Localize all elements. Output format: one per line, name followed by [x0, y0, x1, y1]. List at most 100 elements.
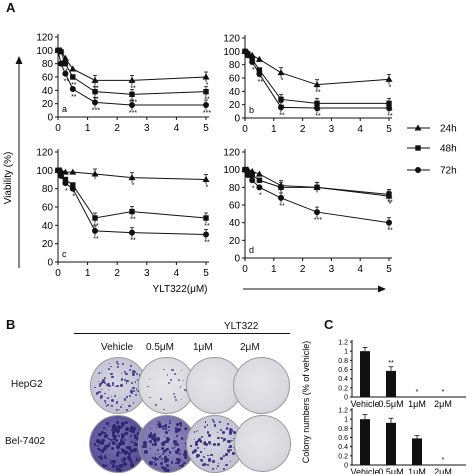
colony	[162, 450, 166, 454]
y-tick-label: 100	[223, 165, 240, 176]
colony	[100, 449, 104, 453]
colony	[174, 426, 177, 429]
colony	[164, 459, 168, 463]
colony	[161, 425, 163, 427]
data-point-72h	[278, 194, 284, 201]
data-point-72h	[129, 102, 135, 108]
x-tick-label: 3	[144, 123, 150, 134]
colony	[132, 390, 135, 393]
colony	[218, 462, 220, 464]
colony	[164, 431, 168, 435]
colony	[216, 442, 220, 446]
colony	[175, 450, 179, 454]
colony	[98, 432, 102, 437]
colony	[133, 443, 137, 446]
colony	[155, 437, 160, 441]
colony	[96, 438, 100, 443]
colony	[158, 456, 161, 459]
colony	[131, 426, 133, 429]
colony	[162, 440, 167, 445]
colony	[131, 429, 135, 434]
colony	[113, 394, 117, 398]
panel-c-letter: C	[324, 317, 334, 332]
colony	[198, 437, 202, 441]
legend-label-48h: 48h	[440, 144, 457, 155]
category-label: 1μM	[408, 399, 426, 409]
colony	[171, 447, 174, 450]
colony	[148, 439, 153, 443]
colony	[170, 467, 172, 470]
colony	[226, 448, 230, 452]
x-tick-label: 1	[271, 264, 277, 275]
colony	[135, 444, 138, 447]
colony	[177, 427, 181, 432]
colony	[104, 455, 107, 458]
colony	[100, 381, 104, 384]
data-point-48h	[70, 182, 76, 188]
y-tick-label: 120	[36, 33, 53, 44]
colony	[159, 455, 162, 457]
colony	[116, 444, 121, 449]
data-point-24h	[128, 174, 136, 181]
colony	[160, 398, 162, 400]
y-tick-label: 40	[42, 86, 54, 97]
colony	[163, 435, 166, 437]
colony	[125, 372, 129, 376]
data-point-24h	[385, 75, 393, 82]
colony	[180, 424, 182, 426]
y-tick-label: 100	[36, 46, 53, 57]
col-label-0-5um: 0.5μM	[146, 342, 174, 353]
x-tick-label: 4	[174, 268, 180, 279]
data-point-72h	[386, 219, 392, 226]
data-point-48h	[256, 177, 263, 183]
colony	[125, 420, 129, 424]
colony	[163, 429, 165, 431]
colony	[132, 402, 135, 404]
x-tick-label: 0	[242, 124, 248, 135]
colony	[144, 444, 147, 446]
x-tick-label: 4	[357, 124, 363, 135]
colony	[115, 442, 118, 445]
colony	[111, 460, 115, 464]
significance-mark: *	[206, 82, 209, 89]
data-point-48h	[314, 184, 320, 191]
significance-mark: *	[442, 389, 445, 396]
colony	[217, 431, 219, 433]
data-point-24h	[91, 170, 99, 177]
x-tick-label: 4	[357, 264, 363, 275]
colony	[116, 421, 120, 425]
colony	[195, 430, 197, 432]
colony	[172, 392, 175, 395]
x-tick-label: 1	[85, 123, 91, 134]
colony	[112, 382, 115, 385]
colony	[136, 379, 138, 381]
colony	[146, 437, 149, 439]
colony	[126, 408, 129, 411]
bar-chart-hepg2: 0 0.2 0.4 0.6 0.8 1 1.2 Vehicle ** 0.5μM * 1μM * 2μM	[338, 340, 466, 409]
significance-mark: **	[315, 113, 321, 120]
legend-marker-24h	[414, 124, 422, 131]
significance-mark: ***	[129, 110, 137, 117]
colony	[195, 440, 198, 444]
colony	[123, 438, 126, 441]
bar-0.5μM	[386, 370, 396, 397]
colony	[125, 450, 129, 455]
colony	[222, 439, 225, 442]
colony-dish-bel7402-vehicle	[89, 415, 147, 473]
colony	[183, 455, 187, 460]
colony	[121, 456, 123, 459]
data-point-24h	[69, 168, 77, 175]
colony	[176, 460, 180, 465]
colony	[115, 468, 119, 471]
significance-mark: ***	[92, 107, 100, 114]
significance-mark: **	[64, 79, 70, 86]
colony	[103, 399, 107, 403]
significance-mark: *	[65, 63, 68, 70]
colony	[221, 430, 226, 435]
colony	[121, 404, 123, 406]
colony	[130, 464, 135, 468]
data-point-72h	[256, 184, 263, 191]
colony	[165, 428, 168, 430]
colony	[213, 424, 216, 427]
